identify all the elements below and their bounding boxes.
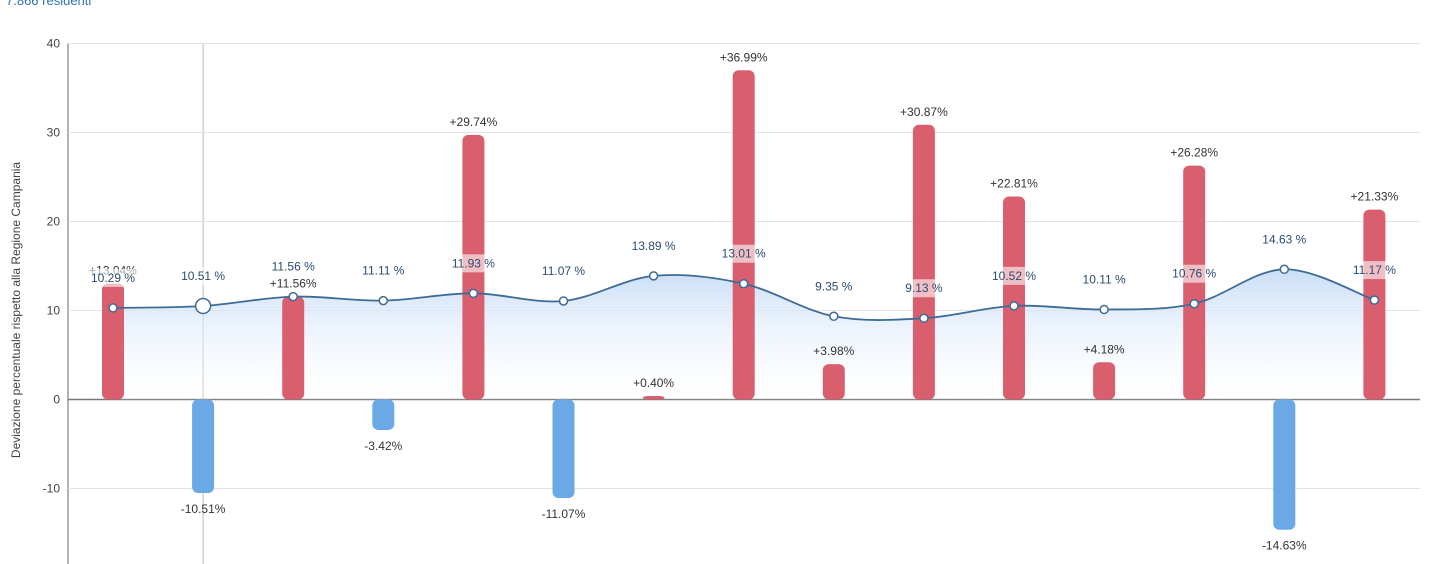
- labels: +13.04%-10.51%+11.56%-3.42%+29.74%-11.07…: [88, 50, 1400, 553]
- y-tick-label: -10: [43, 482, 61, 496]
- line-label-bg: [989, 266, 1039, 285]
- bar-label: -14.63%: [1262, 539, 1307, 553]
- line-label: 11.17 %: [1353, 263, 1396, 277]
- bar: [912, 124, 935, 400]
- bar: [642, 395, 665, 400]
- bar: [282, 296, 305, 400]
- line-label: 10.52 %: [992, 269, 1036, 283]
- line-label-bg: [718, 244, 769, 263]
- line-point: [1279, 264, 1290, 275]
- line-label: 9.13 %: [905, 281, 943, 295]
- line-label-bg: [628, 236, 679, 255]
- bar: [192, 399, 215, 494]
- bars: [102, 70, 1386, 530]
- line-label: 10.51 %: [181, 269, 225, 283]
- line-label-bg: [1079, 270, 1130, 289]
- line-label-bg: [898, 279, 949, 298]
- line-label-bg: [448, 254, 499, 273]
- line-label-bg: [1169, 264, 1220, 283]
- bar: [552, 399, 575, 499]
- line-point: [738, 278, 749, 289]
- line-label: 14.63 %: [1262, 232, 1306, 246]
- line-layer: [108, 264, 1380, 323]
- line-label: 10.76 %: [1172, 267, 1216, 281]
- line-point: [829, 311, 839, 322]
- y-tick-label: 0: [53, 393, 60, 407]
- bar-label: +22.81%: [990, 176, 1038, 190]
- bar-label: +29.74%: [450, 115, 498, 129]
- y-tick-label: 20: [47, 215, 61, 229]
- y-tick-label: 30: [47, 126, 61, 140]
- line-point: [288, 291, 298, 302]
- line-point: [1369, 295, 1380, 305]
- line-label-bg: [358, 261, 409, 280]
- line-point: [648, 271, 659, 281]
- bar: [102, 283, 124, 400]
- line-label: 11.56 %: [272, 260, 315, 274]
- bar-label: +36.99%: [720, 50, 768, 64]
- line-label-bg: [808, 277, 859, 296]
- y-tick-label: 10: [47, 304, 61, 318]
- bar: [1093, 362, 1116, 400]
- line-label: 10.29 %: [91, 271, 135, 285]
- line-label-bg: [178, 266, 229, 285]
- line-point: [558, 296, 569, 306]
- y-tick-label: 40: [47, 37, 61, 51]
- line-label: 11.11 %: [362, 264, 405, 278]
- bar: [372, 399, 395, 430]
- line-label-bg: [88, 268, 138, 287]
- line-point: [1009, 301, 1019, 311]
- bar: [1273, 399, 1296, 530]
- line-point: [919, 313, 929, 323]
- line-label-bg: [1349, 261, 1400, 280]
- bar: [732, 70, 755, 400]
- line-point: [468, 288, 479, 299]
- chart-subtitle: 7.866 residenti: [6, 0, 92, 8]
- bar-label: -10.51%: [181, 502, 226, 516]
- line-point: [194, 297, 212, 315]
- line-label: 10.11 %: [1083, 273, 1126, 287]
- bar-label: -3.42%: [364, 439, 402, 453]
- line-label: 13.01 %: [722, 247, 766, 261]
- line-point: [1099, 304, 1109, 315]
- line-label-bg: [538, 261, 589, 280]
- line-point: [108, 303, 118, 313]
- bar-label: +11.56%: [270, 277, 317, 291]
- line-point: [378, 295, 389, 306]
- bar-label: +30.87%: [900, 105, 948, 119]
- line-label-bg: [1259, 230, 1310, 249]
- line-label: 11.93 %: [452, 256, 495, 270]
- bar: [1003, 196, 1025, 400]
- line-point: [1189, 298, 1199, 309]
- bar-label: +4.18%: [1084, 342, 1125, 356]
- bar-label: +26.28%: [1170, 146, 1218, 160]
- bar: [822, 364, 845, 400]
- bar-label: +3.98%: [813, 344, 854, 358]
- line-label: 13.89 %: [632, 239, 676, 253]
- bar-label: +21.33%: [1351, 190, 1399, 204]
- y-axis-title: Deviazione percentuale rispetto alla Reg…: [9, 162, 23, 459]
- line-label: 9.35 %: [815, 279, 853, 293]
- bar-label: +0.40%: [633, 376, 674, 390]
- line-label-bg: [268, 257, 319, 276]
- line-label: 11.07 %: [542, 264, 585, 278]
- bar-label: -11.07%: [542, 507, 586, 521]
